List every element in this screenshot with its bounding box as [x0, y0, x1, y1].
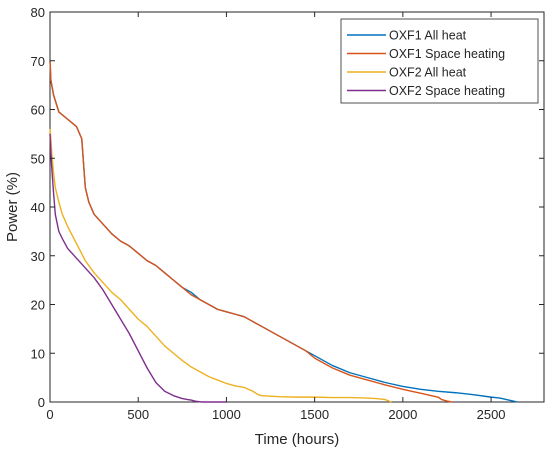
x-tick-label: 0	[46, 407, 53, 422]
legend-label: OXF2 Space heating	[389, 84, 505, 98]
x-tick-label: 1000	[212, 407, 241, 422]
y-tick-label: 0	[38, 395, 45, 410]
x-tick-label: 500	[127, 407, 149, 422]
x-tick-label: 2500	[477, 407, 506, 422]
legend-box	[340, 18, 539, 104]
legend-label: OXF1 Space heating	[389, 47, 505, 61]
legend: OXF1 All heat OXF1 Space heating OXF2 All …	[340, 18, 539, 104]
y-tick-label: 60	[31, 103, 45, 118]
series-line-oxf2-space-heating	[49, 133, 227, 403]
x-tick-label: 2000	[388, 407, 417, 422]
x-axis-label: Time (hours)	[255, 431, 339, 448]
series-layer	[49, 60, 518, 403]
y-tick-label: 30	[31, 249, 45, 264]
axis-ticks: 0 500 1000 1500 2000 2500 0 10 20 30 40 50 60 70 80	[31, 5, 544, 422]
x-tick-label: 1500	[300, 407, 329, 422]
y-tick-label: 80	[31, 5, 45, 20]
y-axis-label: Power (%)	[4, 172, 21, 242]
y-tick-label: 20	[31, 298, 45, 313]
y-tick-label: 70	[31, 54, 45, 69]
legend-items: OXF1 All heat OXF1 Space heating OXF2 All …	[347, 29, 505, 98]
legend-label: OXF1 All heat	[389, 29, 467, 43]
series-line-oxf1-space-heating	[49, 60, 453, 403]
y-tick-label: 10	[31, 346, 45, 361]
legend-label: OXF2 All heat	[389, 66, 467, 80]
series-line-oxf2-all-heat	[49, 128, 392, 403]
y-tick-label: 40	[31, 200, 45, 215]
y-tick-label: 50	[31, 151, 45, 166]
